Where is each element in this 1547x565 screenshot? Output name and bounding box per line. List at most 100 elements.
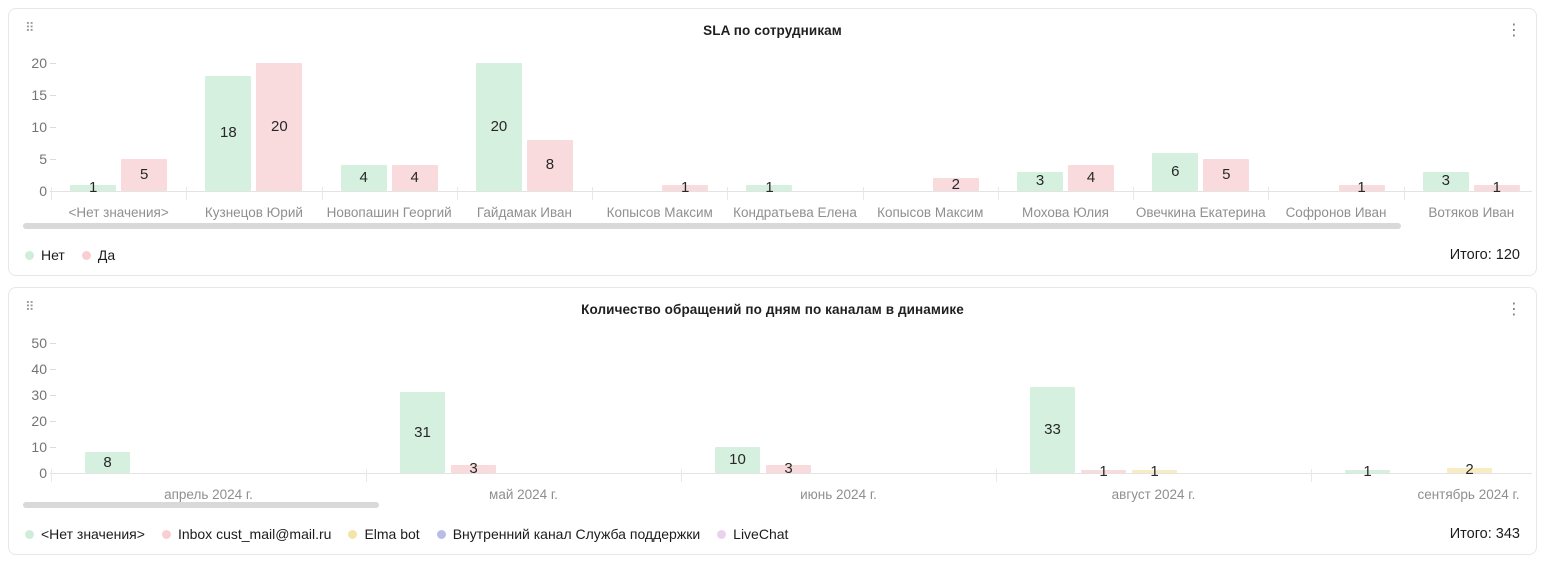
bar[interactable] (1422, 171, 1469, 191)
panel-requests-by-channel: ⠿ Количество обращений по дням по канала… (8, 287, 1537, 555)
bar[interactable] (70, 184, 117, 191)
legend-label: <Нет значения> (41, 526, 145, 542)
legend-label: Внутренний канал Служба поддержки (452, 526, 701, 542)
legend-item[interactable]: Нет (25, 247, 65, 263)
legend-item[interactable]: Inbox cust_mail@mail.ru (161, 526, 331, 542)
legend-item[interactable]: Внутренний канал Служба поддержки (436, 526, 701, 542)
y-axis-tick-label: 0 (39, 465, 47, 481)
bar[interactable] (256, 63, 303, 191)
h-scrollbar-thumb[interactable] (23, 502, 379, 508)
category-separator-tick (186, 187, 188, 200)
bar[interactable] (1338, 184, 1385, 191)
y-axis-tick-label: 20 (31, 413, 47, 429)
bar[interactable] (1447, 467, 1492, 473)
y-axis-tick-label: 20 (31, 55, 47, 71)
category-separator-tick (1268, 187, 1270, 200)
bar[interactable] (1030, 387, 1075, 473)
bar[interactable] (746, 184, 793, 191)
legend-swatch-icon (81, 250, 91, 260)
y-axis-tick-mark (50, 369, 56, 370)
category-separator-tick (321, 187, 323, 200)
bar[interactable] (1017, 171, 1064, 191)
x-axis-category-label: июнь 2024 г. (800, 487, 877, 502)
category-separator-tick (1133, 187, 1135, 200)
y-axis-tick-label: 5 (39, 151, 47, 167)
x-axis-category-label: август 2024 г. (1111, 487, 1196, 502)
kebab-menu-icon[interactable]: ⋮ (1506, 20, 1522, 39)
legend: Нет Да (25, 245, 115, 265)
bar[interactable] (205, 75, 252, 191)
x-axis-category-label: <Нет значения> (68, 205, 169, 220)
legend-label: Да (97, 247, 116, 263)
bar[interactable] (400, 392, 445, 473)
x-axis-category-label: Копысов Максим (606, 205, 713, 220)
bar[interactable] (662, 184, 709, 191)
bar[interactable] (526, 139, 573, 191)
y-axis-tick-mark (50, 127, 56, 128)
bar[interactable] (1081, 470, 1126, 473)
y-axis-tick-label: 0 (39, 183, 47, 199)
x-axis-category-label: сентябрь 2024 г. (1417, 487, 1520, 502)
y-axis-tick-mark (50, 63, 56, 64)
y-axis-tick-mark (50, 159, 56, 160)
drag-handle-icon[interactable]: ⠿ (25, 300, 35, 315)
legend: <Нет значения> Inbox cust_mail@mail.ru Elm… (25, 524, 788, 544)
h-scrollbar-thumb[interactable] (23, 223, 1401, 229)
category-separator-tick (366, 469, 367, 482)
y-axis-tick-mark (50, 95, 56, 96)
legend-swatch-icon (348, 529, 358, 539)
kebab-menu-icon[interactable]: ⋮ (1506, 299, 1522, 318)
category-separator-tick (997, 187, 999, 200)
legend-swatch-icon (25, 250, 34, 260)
legend-label: Elma bot (364, 526, 420, 542)
category-separator-tick (1403, 187, 1405, 200)
y-axis-tick-label: 15 (31, 87, 47, 103)
bar[interactable] (1068, 165, 1115, 191)
bar[interactable] (715, 447, 760, 473)
y-axis-tick-mark (50, 343, 56, 344)
bar[interactable] (1132, 470, 1177, 473)
legend-item[interactable]: <Нет значения> (25, 526, 145, 542)
y-axis-tick-mark (50, 395, 56, 396)
bar[interactable] (475, 63, 522, 191)
bar[interactable] (932, 178, 979, 191)
x-axis-category-label: май 2024 г. (489, 487, 558, 502)
bar[interactable] (391, 165, 438, 191)
bar[interactable] (766, 465, 811, 473)
chart-plot-area: 0 5 10 15 20 <Нет значения> Кузнецов Юрий Новоп… (9, 9, 1536, 275)
legend-label: Нет (41, 247, 65, 263)
bar[interactable] (85, 452, 130, 473)
bar[interactable] (1152, 152, 1199, 191)
bar[interactable] (121, 159, 168, 191)
h-scrollbar (23, 502, 379, 508)
bar[interactable] (1203, 159, 1250, 191)
x-axis-category-label: апрель 2024 г. (164, 487, 253, 502)
bar[interactable] (1345, 470, 1390, 473)
drag-handle-icon[interactable]: ⠿ (25, 21, 35, 36)
legend-item[interactable]: LiveChat (717, 526, 788, 542)
bar[interactable] (1473, 184, 1520, 191)
legend-item[interactable]: Да (81, 247, 116, 263)
category-separator-tick (51, 469, 52, 482)
bar[interactable] (340, 165, 387, 191)
category-separator-tick (996, 469, 997, 482)
x-axis-category-label: Гайдамак Иван (476, 205, 572, 220)
legend-swatch-icon (436, 529, 446, 539)
total-label: Итого: 120 (1449, 247, 1520, 263)
x-axis-category-label: Кузнецов Юрий (204, 205, 303, 220)
y-axis-tick-label: 10 (31, 119, 47, 135)
h-scrollbar (23, 223, 1401, 229)
legend-swatch-icon (161, 529, 171, 539)
category-separator-tick (681, 469, 682, 482)
chart-title: SLA по сотрудникам (703, 23, 842, 38)
category-separator-tick (862, 187, 864, 200)
y-axis-tick-label: 10 (31, 439, 47, 455)
y-axis-tick-label: 50 (31, 335, 47, 351)
chart-plot-area: 0 10 20 30 40 50 апрель 2024 г. май 2024 г. июнь… (9, 288, 1536, 554)
x-axis-category-label: Софронов Иван (1285, 205, 1387, 220)
category-separator-tick (592, 187, 594, 200)
legend-item[interactable]: Elma bot (348, 526, 420, 542)
x-axis-category-label: Копысов Максим (877, 205, 984, 220)
bar[interactable] (451, 465, 496, 473)
